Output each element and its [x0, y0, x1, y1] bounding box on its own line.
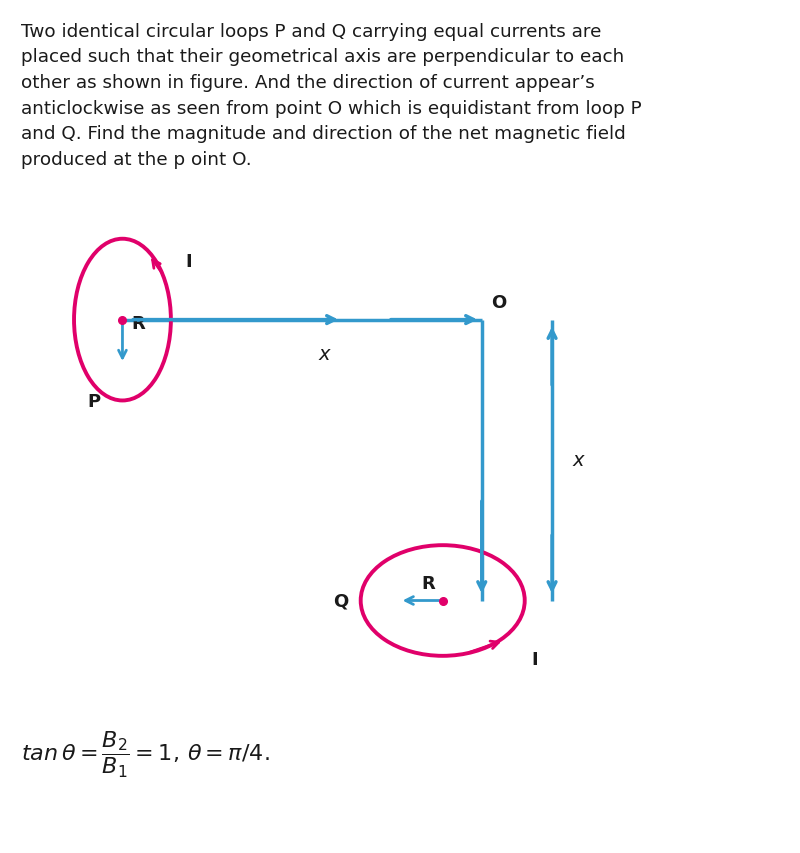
Text: $x$: $x$: [318, 345, 333, 363]
Text: $x$: $x$: [571, 451, 586, 469]
Text: Q: Q: [334, 592, 349, 610]
Text: R: R: [132, 315, 146, 333]
Text: O: O: [491, 293, 506, 311]
Text: Two identical circular loops P and Q carrying equal currents are
placed such tha: Two identical circular loops P and Q car…: [21, 23, 642, 169]
Text: P: P: [87, 392, 101, 410]
Text: R: R: [422, 574, 435, 592]
Text: I: I: [531, 651, 538, 669]
Text: I: I: [185, 253, 191, 271]
Text: $tan\,\theta = \dfrac{B_2}{B_1} = 1,\,\theta = \pi/4.$: $tan\,\theta = \dfrac{B_2}{B_1} = 1,\,\t…: [21, 729, 270, 780]
